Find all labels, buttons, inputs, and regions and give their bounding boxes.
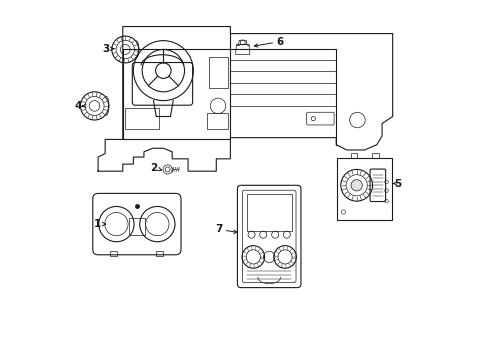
- Circle shape: [350, 180, 362, 191]
- Bar: [207, 113, 227, 129]
- Bar: [350, 153, 357, 158]
- Text: 5: 5: [393, 179, 401, 189]
- Bar: [246, 194, 291, 231]
- Text: 6: 6: [276, 37, 283, 47]
- Text: 1: 1: [93, 219, 101, 229]
- Text: 2: 2: [150, 163, 157, 173]
- Bar: [110, 251, 117, 256]
- Bar: [125, 108, 159, 129]
- Text: 7: 7: [215, 224, 223, 234]
- Text: 4: 4: [75, 101, 82, 111]
- Text: 3: 3: [102, 44, 110, 54]
- Bar: [156, 251, 163, 256]
- Bar: [336, 158, 391, 220]
- Bar: [208, 57, 227, 88]
- Bar: [371, 153, 378, 158]
- Bar: [129, 218, 144, 235]
